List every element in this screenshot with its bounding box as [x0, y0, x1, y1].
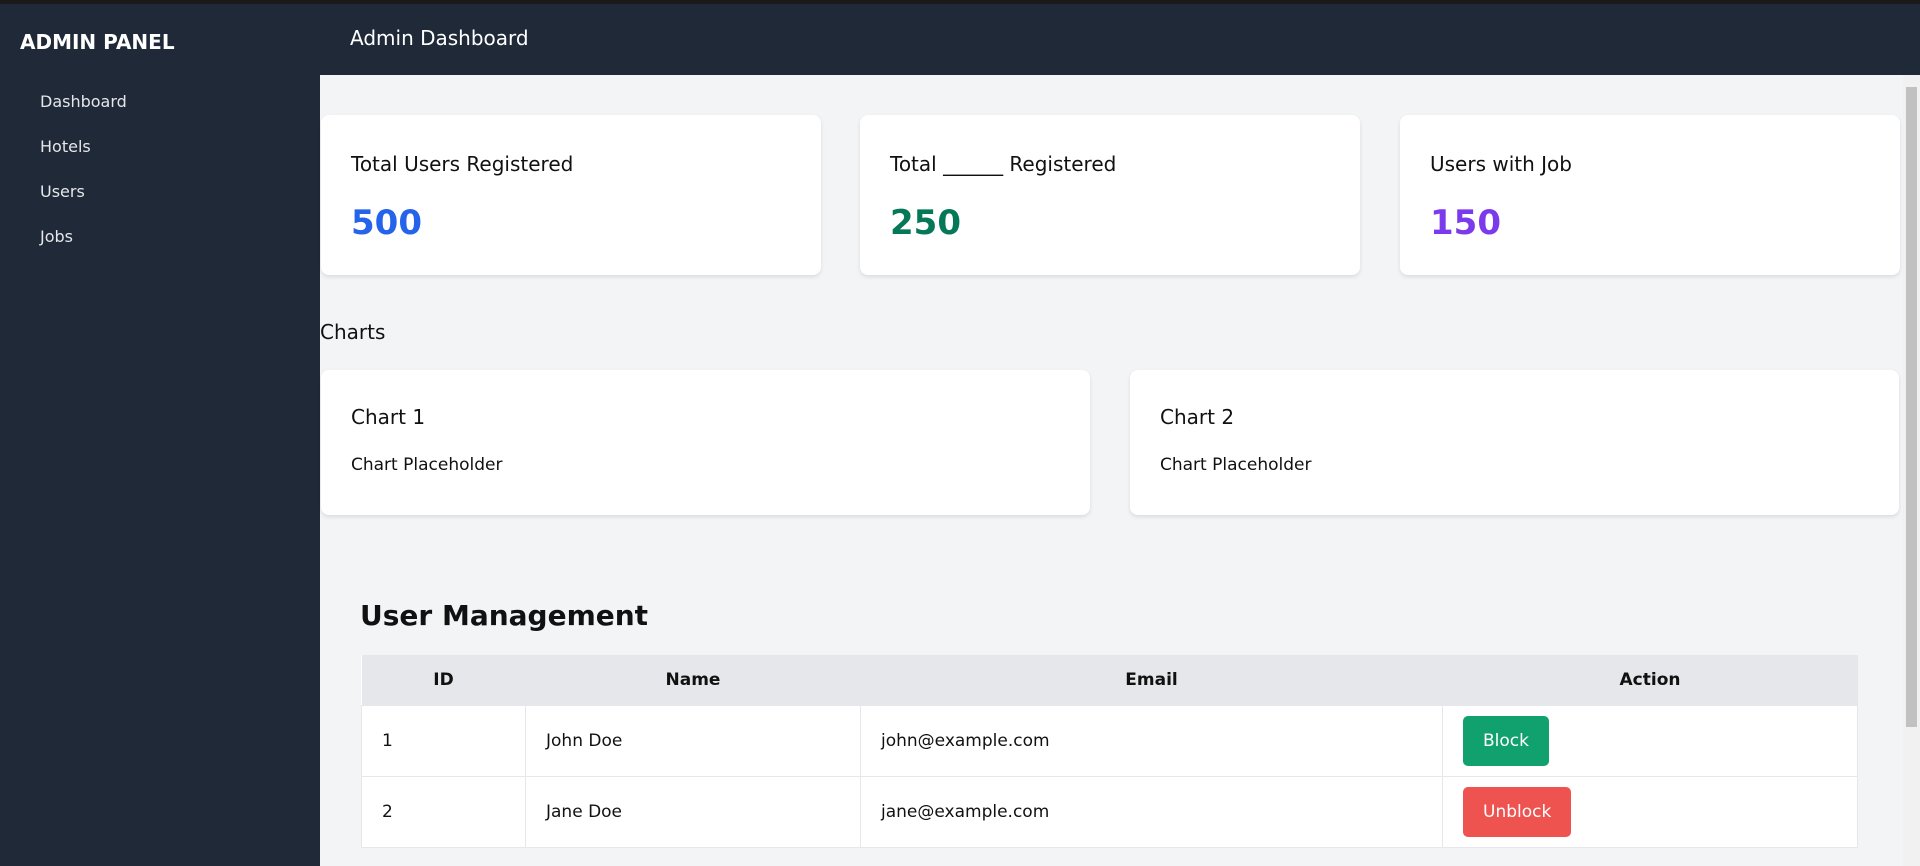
cell-action: Unblock [1442, 775, 1858, 848]
stat-title: Total ______ Registered [890, 152, 1117, 176]
charts-heading: Charts [320, 320, 386, 344]
chart-card-1: Chart 1 Chart Placeholder [321, 370, 1090, 515]
sidebar: ADMIN PANEL Dashboard Hotels Users Jobs [0, 4, 320, 866]
stat-value: 150 [1430, 203, 1501, 243]
table-row: 2 Jane Doe jane@example.com Unblock [361, 775, 1858, 848]
vertical-scrollbar[interactable] [1903, 75, 1920, 866]
sidebar-item-hotels[interactable]: Hotels [40, 137, 91, 156]
user-table: ID Name Email Action 1 John Doe john@exa… [361, 655, 1858, 848]
stat-card-users-with-job: Users with Job 150 [1400, 115, 1900, 275]
scrollbar-thumb[interactable] [1906, 87, 1917, 727]
cell-email: jane@example.com [860, 775, 1443, 848]
cell-name: John Doe [525, 704, 861, 777]
user-management-title: User Management [360, 599, 649, 632]
column-name: Name [525, 655, 861, 705]
main-content: Total Users Registered 500 Total ______ … [320, 75, 1903, 866]
header: Admin Dashboard [320, 4, 1920, 75]
chart-placeholder: Chart Placeholder [351, 455, 503, 475]
block-button[interactable]: Block [1463, 715, 1549, 766]
column-action: Action [1442, 655, 1858, 705]
stat-card-total-registered: Total ______ Registered 250 [860, 115, 1360, 275]
window-top-bar [0, 0, 1920, 4]
page-title: Admin Dashboard [350, 26, 529, 50]
brand-title: ADMIN PANEL [20, 30, 175, 54]
cell-id: 2 [361, 775, 526, 848]
column-id: ID [361, 655, 526, 705]
stat-title: Total Users Registered [351, 152, 574, 176]
cell-name: Jane Doe [525, 775, 861, 848]
column-email: Email [860, 655, 1443, 705]
stat-value: 250 [890, 203, 961, 243]
chart-placeholder: Chart Placeholder [1160, 455, 1312, 475]
sidebar-item-dashboard[interactable]: Dashboard [40, 92, 127, 111]
stat-card-total-users: Total Users Registered 500 [321, 115, 821, 275]
unblock-button[interactable]: Unblock [1463, 786, 1572, 837]
table-row: 1 John Doe john@example.com Block [361, 704, 1858, 777]
cell-email: john@example.com [860, 704, 1443, 777]
cell-action: Block [1442, 704, 1858, 777]
sidebar-item-jobs[interactable]: Jobs [40, 227, 73, 246]
chart-title: Chart 1 [351, 405, 426, 429]
stat-value: 500 [351, 203, 422, 243]
sidebar-nav: Dashboard Hotels Users Jobs [40, 92, 127, 272]
stat-title: Users with Job [1430, 152, 1572, 176]
chart-card-2: Chart 2 Chart Placeholder [1130, 370, 1899, 515]
cell-id: 1 [361, 704, 526, 777]
table-header: ID Name Email Action [361, 655, 1858, 705]
sidebar-item-users[interactable]: Users [40, 182, 85, 201]
chart-title: Chart 2 [1160, 405, 1235, 429]
